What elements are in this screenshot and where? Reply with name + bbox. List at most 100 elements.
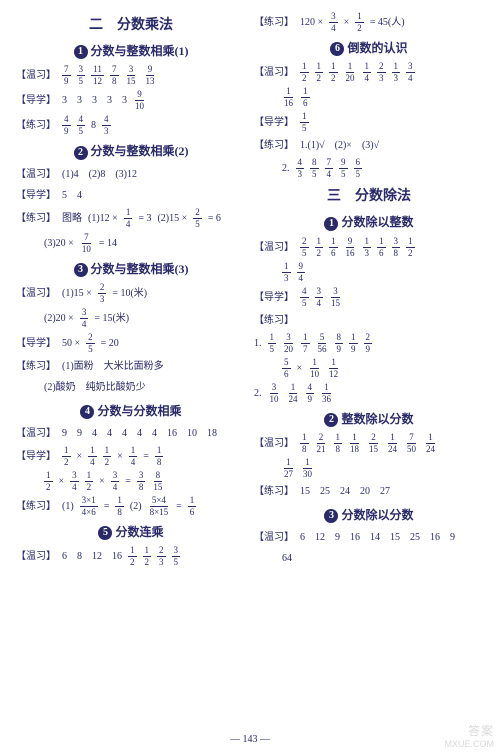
eq-text: (1)15 ×: [62, 285, 92, 302]
wen-label: 【温习】: [254, 529, 294, 546]
frac: 14: [88, 446, 97, 467]
frac: 14: [124, 208, 133, 229]
rs2-lian: 【练习】 15 25 24 20 27: [254, 483, 484, 500]
wen-label: 【温习】: [16, 285, 56, 302]
rs1-l1: 1. 15 320 17 556 89 19 29: [254, 333, 484, 354]
s2-dao: 【导学】 5 4: [16, 187, 246, 204]
eq-text: (2)20 ×: [44, 310, 74, 327]
right-column: 【练习】 120 × 34 × 12 = 45(人) 6倒数的认识 【温习】 1…: [250, 8, 488, 720]
frac: 12: [315, 62, 324, 83]
s4-wen: 【温习】 9 9 4 4 4 4 4 16 10 18: [16, 425, 246, 442]
eq-text: = 20: [101, 335, 119, 352]
page-container: 二 分数乘法 1分数与整数相乘(1) 【温习】 79 35 1112 78 31…: [0, 0, 500, 720]
dao-label: 【导学】: [16, 187, 56, 204]
frac: 89: [335, 333, 344, 354]
dao-label: 【导学】: [254, 289, 294, 306]
rs1-lian: 【练习】: [254, 312, 484, 329]
frac: 49: [62, 115, 71, 136]
watermark-cn: 答案: [445, 722, 495, 739]
rs1-wen2: 13 94: [254, 262, 484, 283]
wen-label: 【温习】: [16, 67, 56, 84]
frac: 118: [348, 433, 361, 454]
section-4-title: 4分数与分数相乘: [16, 402, 246, 419]
dao-text: 5 4: [62, 187, 82, 204]
lian-label: 【练习】: [254, 14, 294, 31]
frac: 14: [363, 62, 372, 83]
frac: 116: [282, 87, 295, 108]
frac: 17: [301, 333, 310, 354]
eq-text: = 15(米): [94, 310, 129, 327]
eq-mid: =: [104, 498, 110, 515]
s1-wen: 【温习】 79 35 1112 78 315 913: [16, 65, 246, 86]
frac: 12: [406, 237, 415, 258]
frac: 12: [300, 62, 309, 83]
text: 8: [91, 117, 96, 134]
frac: 12: [103, 446, 112, 467]
lian-text: 15 25 24 20 27: [300, 483, 390, 500]
page-number: 143: [0, 734, 500, 745]
frac: 34: [406, 62, 415, 83]
r-section-2-text: 整数除以分数: [341, 412, 413, 426]
frac: 12: [44, 471, 53, 492]
wen-label: 【温习】: [254, 64, 294, 81]
frac: 45: [77, 115, 86, 136]
eq-text: ×: [344, 14, 350, 31]
frac: 38: [137, 471, 146, 492]
lian-text: (2)酸奶 纯奶比酸奶少: [44, 379, 146, 396]
r-section-2-title: 2整数除以分数: [254, 410, 484, 427]
frac: 15: [300, 112, 309, 133]
wen-label: 【温习】: [16, 166, 56, 183]
frac: 5×48×15: [148, 496, 171, 517]
frac: 215: [367, 433, 380, 454]
r-section-3-text: 分数除以分数: [341, 508, 413, 522]
chapter-2-title: 二 分数乘法: [16, 14, 246, 34]
eq-text: 120 ×: [300, 14, 323, 31]
r-section-1-title: 1分数除以整数: [254, 213, 484, 230]
frac: 124: [287, 383, 300, 404]
frac: 13: [363, 237, 372, 258]
circle-4-icon: 4: [80, 405, 94, 419]
frac: 23: [98, 283, 107, 304]
l2-pre: 2.: [254, 385, 262, 402]
frac: 130: [301, 458, 314, 479]
frac: 110: [308, 358, 321, 379]
frac: 18: [115, 496, 124, 517]
frac: 12: [62, 446, 71, 467]
s6-lian2: 2. 43 85 74 95 65: [254, 158, 484, 179]
lian-label: 【练习】: [16, 358, 56, 375]
frac: 95: [339, 158, 348, 179]
l1-pre: 1.: [254, 335, 262, 352]
s3-wen2: (2)20 × 34 = 15(米): [16, 308, 246, 329]
circle-3-icon: 3: [74, 263, 88, 277]
frac: 16: [377, 237, 386, 258]
eq-text: = 14: [99, 235, 117, 252]
eq-text: = 10(米): [112, 285, 147, 302]
eq-text: = 45(人): [370, 14, 405, 31]
r-top: 【练习】 120 × 34 × 12 = 45(人): [254, 12, 484, 33]
frac: 35: [172, 546, 181, 567]
s4-lian: 【练习】 (1) 3×14×6 = 18 (2) 5×48×15 = 16: [16, 496, 246, 517]
frac: 710: [80, 233, 93, 254]
watermark-en: MXUE.COM: [445, 739, 495, 749]
frac: 320: [282, 333, 295, 354]
frac: 556: [316, 333, 329, 354]
wen-text: 9 9 4 4 4 4 4 16 10 18: [62, 425, 217, 442]
frac: 43: [102, 115, 111, 136]
frac: 34: [111, 471, 120, 492]
rs1-wen: 【温习】 25 12 16 916 13 16 38 12: [254, 237, 484, 258]
frac: 34: [315, 287, 324, 308]
circle-3-icon: 3: [324, 509, 338, 523]
wen-pre: 6 8 12 16: [62, 548, 122, 565]
watermark: 答案 MXUE.COM: [445, 722, 495, 749]
wen-label: 【温习】: [16, 425, 56, 442]
s3-lian2: (2)酸奶 纯奶比酸奶少: [16, 379, 246, 396]
frac: 34: [70, 471, 79, 492]
frac: 13: [282, 262, 291, 283]
lian-label: 【练习】: [16, 498, 56, 515]
circle-1-icon: 1: [74, 45, 88, 59]
frac: 56: [282, 358, 291, 379]
lian-pre: 2.: [282, 160, 290, 177]
frac: 112: [327, 358, 340, 379]
section-3-title: 3分数与整数相乘(3): [16, 260, 246, 277]
frac: 49: [306, 383, 315, 404]
